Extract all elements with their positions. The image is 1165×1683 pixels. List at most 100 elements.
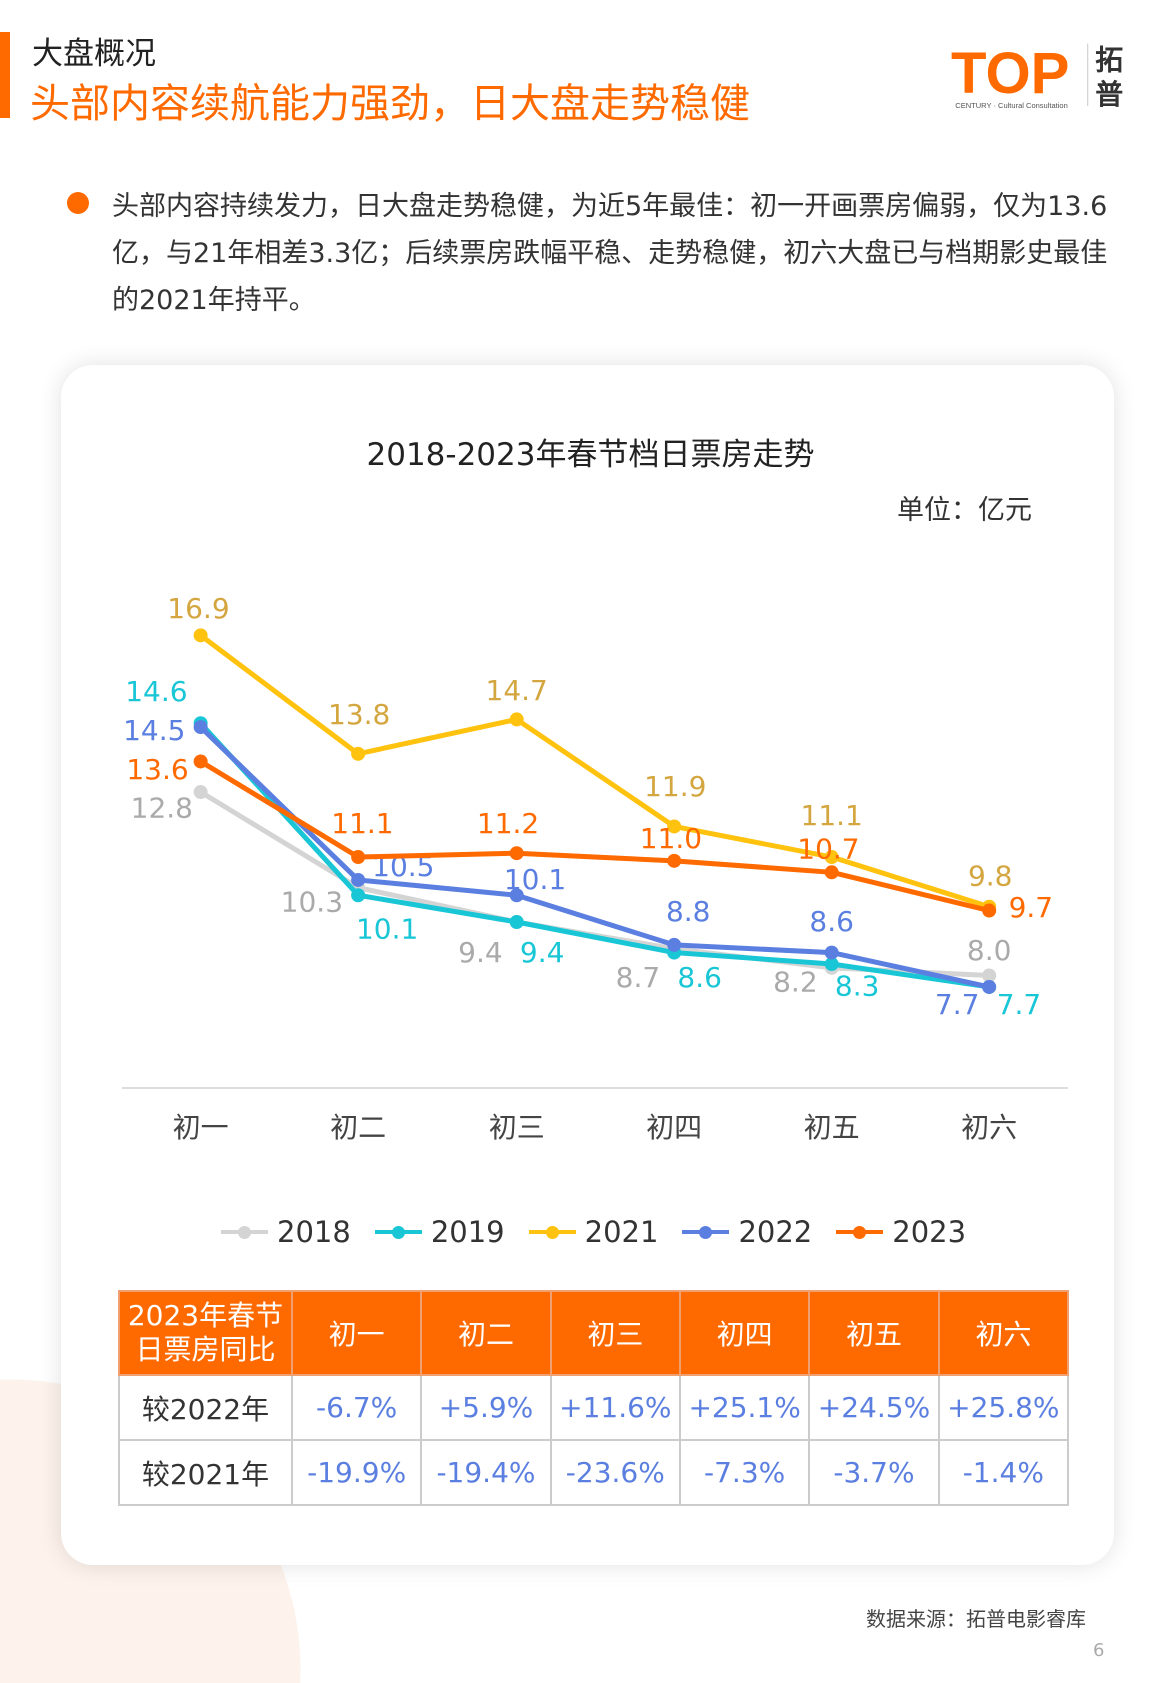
table-cell: -1.4%: [937, 1439, 1070, 1506]
data-point-2023: [193, 754, 208, 769]
headline: 头部内容续航能力强劲，日大盘走势稳健: [30, 81, 750, 127]
data-label-2018: 8.7: [616, 961, 661, 994]
data-point-2022: [824, 945, 839, 960]
col-header: 初一: [290, 1290, 423, 1376]
data-label-2019: 14.6: [125, 675, 187, 708]
data-point-2022: [193, 720, 208, 735]
data-label-2023: 13.6: [126, 753, 188, 786]
col-header: 初二: [420, 1290, 552, 1376]
legend-label: 2021: [584, 1215, 659, 1249]
series-line-2023: [199, 759, 990, 913]
data-label-2019: 7.7: [997, 988, 1042, 1021]
table-cell: +11.6%: [549, 1374, 681, 1441]
x-tick-label: 初五: [804, 1111, 860, 1144]
data-point-2022: [667, 937, 682, 952]
chart-title: 2018-2023年春节档日票房走势: [366, 437, 815, 473]
svg-text:拓: 拓: [1095, 43, 1123, 76]
data-point-2023: [982, 903, 997, 918]
table-cell: -3.7%: [808, 1439, 940, 1506]
legend-marker-icon: [836, 1226, 884, 1239]
summary-text: 头部内容持续发力，日大盘走势稳健，为近5年最佳：初一开画票房偏弱，仅为13.6亿…: [112, 191, 1108, 316]
row-label: 较2022年: [118, 1374, 293, 1441]
col-header: 初六: [937, 1290, 1070, 1376]
col-header: 初四: [678, 1290, 811, 1376]
data-point-2018: [982, 968, 997, 983]
data-label-2019: 8.3: [835, 970, 880, 1003]
table-cell: +25.1%: [678, 1374, 811, 1441]
data-point-2021: [667, 819, 682, 834]
table-cell: -23.6%: [549, 1439, 681, 1506]
data-label-2022: 10.1: [504, 863, 566, 896]
data-point-2022: [509, 888, 524, 903]
svg-text:TOP: TOP: [951, 41, 1069, 106]
table-cell: +24.5%: [808, 1374, 940, 1441]
data-point-2023: [824, 865, 839, 880]
data-label-2022: 8.6: [809, 905, 854, 938]
bullet-icon: [67, 192, 89, 214]
data-point-2023: [509, 846, 524, 861]
top-logo: TOP CENTURY · Cultural Consultation 拓 普: [951, 41, 1123, 111]
data-label-2018: 10.3: [281, 886, 343, 919]
chart-legend: 2018 2019 2021 2022 2023: [221, 1215, 966, 1249]
table-cell: +25.8%: [937, 1374, 1070, 1441]
table-cell: -7.3%: [678, 1439, 811, 1506]
data-label-2022: 7.7: [935, 988, 980, 1021]
x-tick-label: 初二: [330, 1111, 386, 1144]
section-title: 大盘概况: [32, 36, 156, 72]
legend-item-2018: 2018: [221, 1215, 351, 1249]
data-label-2018: 9.4: [458, 936, 503, 969]
data-label-2023: 11.2: [477, 807, 539, 840]
data-point-2019: [351, 888, 366, 903]
data-point-2019: [509, 914, 524, 929]
legend-marker-icon: [682, 1226, 730, 1239]
data-point-2022: [351, 872, 366, 887]
table-cell: +5.9%: [420, 1374, 552, 1441]
legend-item-2021: 2021: [528, 1215, 659, 1249]
table-cell: -19.9%: [290, 1439, 423, 1506]
data-label-2023: 9.7: [1009, 891, 1054, 924]
page-number: 6: [1093, 1640, 1105, 1661]
data-source: 数据来源：拓普电影睿库: [866, 1607, 1086, 1631]
svg-text:普: 普: [1095, 78, 1123, 111]
col-header: 初五: [808, 1290, 940, 1376]
x-tick-label: 初六: [961, 1111, 1017, 1144]
data-label-2023: 11.1: [331, 807, 393, 840]
table-cell: -6.7%: [290, 1374, 423, 1441]
table-row: 较2021年 -19.9% -19.4% -23.6% -7.3% -3.7% …: [118, 1439, 1070, 1506]
data-label-2023: 10.7: [797, 833, 859, 866]
chart-unit: 单位：亿元: [897, 495, 1032, 526]
legend-label: 2019: [430, 1215, 505, 1249]
x-tick-label: 初四: [646, 1111, 702, 1144]
data-label-2021: 9.8: [968, 860, 1013, 893]
data-label-2019: 8.6: [677, 961, 722, 994]
legend-marker-icon: [528, 1226, 576, 1239]
legend-label: 2018: [277, 1215, 351, 1249]
legend-label: 2022: [738, 1215, 813, 1249]
series-line-2021: [199, 633, 990, 910]
col-header: 初三: [549, 1290, 681, 1376]
svg-text:CENTURY · Cultural Consultatio: CENTURY · Cultural Consultation: [955, 101, 1068, 110]
legend-item-2023: 2023: [836, 1215, 966, 1249]
corner-line-2: 日票房同比: [135, 1333, 276, 1366]
legend-item-2019: 2019: [374, 1215, 505, 1249]
series-line-2019: [198, 721, 990, 990]
data-point-2019: [824, 957, 839, 972]
data-point-2021: [509, 712, 524, 727]
yoy-table: 2023年春节 日票房同比 初一 初二 初三 初四 初五 初六 较2022年 -6…: [118, 1290, 1070, 1506]
legend-marker-icon: [221, 1226, 268, 1239]
data-point-2021: [193, 628, 208, 643]
legend-label: 2023: [892, 1215, 967, 1249]
data-label-2019: 9.4: [520, 936, 565, 969]
row-label: 较2021年: [118, 1439, 293, 1506]
data-label-2021: 13.8: [328, 698, 390, 731]
data-label-2018: 8.2: [773, 965, 818, 998]
data-point-2021: [824, 850, 839, 865]
data-label-2022: 8.8: [666, 895, 711, 928]
corner-line-1: 2023年春节: [127, 1299, 284, 1332]
data-label-2021: 14.7: [486, 674, 548, 707]
legend-item-2022: 2022: [682, 1215, 812, 1249]
x-tick-label: 初三: [489, 1111, 545, 1144]
table-corner: 2023年春节 日票房同比: [118, 1290, 293, 1376]
data-label-2018: 8.0: [967, 934, 1012, 967]
data-label-2023: 11.0: [640, 822, 702, 855]
